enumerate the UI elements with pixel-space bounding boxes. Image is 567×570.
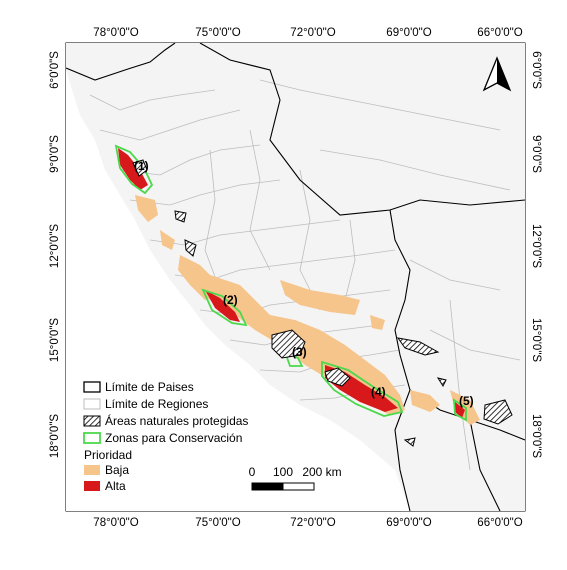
right-tick-18: 18°0'0"S: [530, 414, 542, 458]
north-arrow-icon: [482, 56, 512, 92]
bottom-tick-labels: 78°0'0"O 75°0'0"O 72°0'0"O 69°0'0"O 66°0…: [93, 517, 522, 529]
top-tick-78: 78°0'0"O: [93, 27, 138, 39]
legend-high: Alta: [84, 479, 126, 493]
legend-countries: Límite de Paises: [83, 380, 194, 394]
scale-bar: 0 100 200 km: [249, 465, 342, 491]
left-tick-18: 18°0'0"S: [49, 414, 61, 458]
right-tick-9: 9°0'0"S: [530, 135, 542, 173]
conservation-zone-5: [452, 398, 467, 422]
zone-label-2: (2): [223, 293, 238, 307]
zone-label-5: (5): [459, 394, 474, 408]
legend-low: Baja: [84, 463, 129, 477]
left-tick-15: 15°0'0"S: [49, 318, 61, 362]
top-tick-labels: 78°0'0"O 75°0'0"O 72°0'0"O 69°0'0"O 66°0…: [93, 27, 522, 39]
map-legend: Límite de Paises Límite de Regiones Área…: [83, 380, 248, 493]
scale-label-0: 0: [249, 465, 256, 479]
zone-label-4: (4): [371, 385, 386, 399]
legend-regions: Límite de Regiones: [83, 397, 208, 411]
legend-low-label: Baja: [105, 463, 129, 477]
right-tick-labels: 6°0'0"S 9°0'0"S 12°0'0"S 15°0'0"S 18°0'0…: [530, 51, 542, 458]
conservation-zone-1: [114, 144, 154, 195]
bottom-tick-75: 75°0'0"O: [195, 517, 240, 529]
legend-countries-label: Límite de Paises: [105, 380, 194, 394]
zone-label-1: (1): [134, 159, 149, 173]
bottom-tick-66: 66°0'0"O: [477, 517, 522, 529]
legend-conservation-label: Zonas para Conservación: [105, 431, 242, 445]
zone-labels: (1) (2) (3) (4) (5): [134, 159, 474, 408]
right-tick-6: 6°0'0"S: [530, 51, 542, 89]
legend-conservation: Zonas para Conservación: [83, 431, 242, 445]
scale-label-200: 200 km: [302, 465, 341, 479]
right-tick-15: 15°0'0"S: [530, 318, 542, 362]
left-tick-labels: 6°0'0"S 9°0'0"S 12°0'0"S 15°0'0"S 18°0'0…: [49, 51, 61, 458]
zone-label-3: (3): [292, 345, 307, 359]
legend-protected: Áreas naturales protegidas: [83, 413, 248, 428]
conservation-zone-4: [321, 360, 404, 417]
bottom-tick-78: 78°0'0"O: [93, 517, 138, 529]
top-tick-69: 69°0'0"O: [386, 27, 431, 39]
protected-areas: [132, 159, 513, 447]
pacific-ocean: [66, 43, 410, 511]
left-tick-6: 6°0'0"S: [49, 51, 61, 89]
legend-regions-label: Límite de Regiones: [105, 397, 208, 411]
right-tick-12: 12°0'0"S: [530, 224, 542, 268]
left-tick-12: 12°0'0"S: [49, 224, 61, 268]
legend-priority-title: Prioridad: [84, 448, 132, 462]
top-tick-75: 75°0'0"O: [195, 27, 240, 39]
top-tick-72: 72°0'0"O: [290, 27, 335, 39]
top-tick-66: 66°0'0"O: [477, 27, 522, 39]
legend-high-label: Alta: [105, 479, 126, 493]
left-tick-9: 9°0'0"S: [49, 135, 61, 173]
legend-protected-label: Áreas naturales protegidas: [105, 413, 248, 428]
conservation-zone-2: [201, 288, 248, 327]
bottom-tick-69: 69°0'0"O: [386, 517, 431, 529]
scale-label-100: 100: [273, 465, 293, 479]
conservation-zones: [114, 144, 467, 422]
bottom-tick-72: 72°0'0"O: [290, 517, 335, 529]
